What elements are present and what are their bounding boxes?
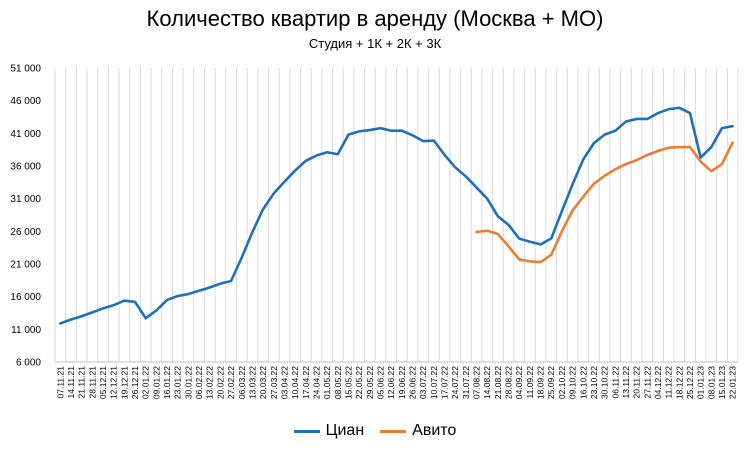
x-tick-label: 27.02.22 <box>226 366 236 399</box>
series-line-cian <box>59 106 734 325</box>
x-tick-label: 13.03.22 <box>247 366 257 399</box>
x-tick-label: 01.01.23 <box>696 366 706 399</box>
x-tick-label: 06.03.22 <box>237 366 247 399</box>
y-tick-label: 21 000 <box>10 260 41 271</box>
x-tick-label: 16.01.22 <box>162 366 172 399</box>
x-tick-label: 13.02.22 <box>205 366 215 399</box>
x-tick-label: 05.12.21 <box>98 366 108 399</box>
x-tick-label: 12.12.21 <box>109 366 119 399</box>
legend-label-cian: Циан <box>325 422 365 439</box>
y-tick-label: 41 000 <box>10 129 41 140</box>
x-tick-label: 24.07.22 <box>450 366 460 399</box>
x-tick-label: 15.05.22 <box>343 366 353 399</box>
y-tick-label: 46 000 <box>10 96 41 107</box>
legend-swatch-cian <box>293 429 320 433</box>
x-tick-label: 15.01.23 <box>717 366 727 399</box>
x-tick-label: 19.06.22 <box>397 366 407 399</box>
x-tick-label: 03.07.22 <box>418 366 428 399</box>
legend-item-avito: Авито <box>380 422 456 440</box>
legend-swatch-avito <box>380 429 407 433</box>
x-tick-label: 01.05.22 <box>322 366 332 399</box>
x-tick-label: 10.07.22 <box>429 366 439 399</box>
y-tick-label: 6 000 <box>16 358 41 369</box>
x-tick-label: 25.09.22 <box>546 366 556 399</box>
x-tick-label: 14.11.21 <box>66 366 76 399</box>
x-tick-label: 27.03.22 <box>269 366 279 399</box>
x-tick-label: 06.02.22 <box>194 366 204 399</box>
x-tick-label: 18.09.22 <box>536 366 546 399</box>
x-tick-label: 03.04.22 <box>279 366 289 399</box>
x-tick-label: 07.11.21 <box>55 366 65 399</box>
x-axis: 07.11.21 14.11.21 21.11.21 28.11.21 05.12.21… <box>55 366 737 399</box>
x-tick-label: 08.01.23 <box>706 366 716 399</box>
x-tick-label: 31.07.22 <box>461 366 471 399</box>
x-tick-label: 30.10.22 <box>600 366 610 399</box>
x-tick-label: 22.01.23 <box>728 366 738 399</box>
legend-item-cian: Циан <box>293 422 365 440</box>
x-tick-label: 09.01.22 <box>151 366 161 399</box>
y-tick-label: 26 000 <box>10 227 41 238</box>
x-tick-label: 18.12.22 <box>674 366 684 399</box>
x-tick-label: 24.04.22 <box>311 366 321 399</box>
y-tick-label: 31 000 <box>10 194 41 205</box>
x-tick-label: 23.10.22 <box>589 366 599 399</box>
x-tick-label: 21.08.22 <box>493 366 503 399</box>
x-tick-label: 28.11.21 <box>87 366 97 399</box>
x-tick-label: 26.12.21 <box>130 366 140 399</box>
chart-grid <box>54 68 739 363</box>
legend-label-avito: Авито <box>412 422 457 439</box>
legend: Циан Авито <box>0 422 750 440</box>
chart-subtitle: Студия + 1К + 2К + 3К <box>308 36 442 51</box>
y-tick-label: 16 000 <box>10 292 41 303</box>
series-line-avito <box>475 141 734 264</box>
x-tick-label: 06.11.22 <box>610 366 620 399</box>
series-lines <box>59 106 734 325</box>
x-tick-label: 20.02.22 <box>215 366 225 399</box>
x-tick-label: 02.10.22 <box>557 366 567 399</box>
chart-title: Количество квартир в аренду (Москва + МО… <box>146 6 604 31</box>
x-tick-label: 27.11.22 <box>642 366 652 399</box>
x-tick-label: 20.03.22 <box>258 366 268 399</box>
y-tick-label: 51 000 <box>10 64 41 75</box>
line-chart: 6 000 11 000 16 000 21 000 26 000 31 000 36 00… <box>10 64 739 399</box>
x-tick-label: 07.08.22 <box>472 366 482 399</box>
x-tick-label: 26.06.22 <box>408 366 418 399</box>
x-tick-label: 22.05.22 <box>354 366 364 399</box>
x-tick-label: 05.06.22 <box>375 366 385 399</box>
x-tick-label: 19.12.21 <box>119 366 129 399</box>
x-tick-label: 02.01.22 <box>141 366 151 399</box>
x-tick-label: 04.09.22 <box>514 366 524 399</box>
x-tick-label: 14.08.22 <box>482 366 492 399</box>
x-tick-label: 17.04.22 <box>301 366 311 399</box>
x-tick-label: 12.06.22 <box>386 366 396 399</box>
x-tick-label: 11.09.22 <box>525 366 535 399</box>
x-tick-label: 10.04.22 <box>290 366 300 399</box>
x-tick-label: 11.12.22 <box>664 366 674 399</box>
y-axis: 6 000 11 000 16 000 21 000 26 000 31 000 36 00… <box>10 64 41 369</box>
x-tick-label: 25.12.22 <box>685 366 695 399</box>
x-tick-label: 23.01.22 <box>173 366 183 399</box>
x-tick-label: 29.05.22 <box>365 366 375 399</box>
x-tick-label: 16.10.22 <box>578 366 588 399</box>
x-tick-label: 09.10.22 <box>568 366 578 399</box>
x-tick-label: 04.12.22 <box>653 366 663 399</box>
y-tick-label: 11 000 <box>11 325 41 336</box>
x-tick-label: 17.07.22 <box>440 366 450 399</box>
x-tick-label: 08.05.22 <box>333 366 343 399</box>
x-tick-label: 21.11.21 <box>77 366 87 399</box>
x-tick-label: 13.11.22 <box>621 366 631 399</box>
x-tick-label: 28.08.22 <box>504 366 514 399</box>
x-tick-label: 20.11.22 <box>632 366 642 399</box>
x-tick-label: 30.01.22 <box>183 366 193 399</box>
y-tick-label: 36 000 <box>10 162 41 173</box>
